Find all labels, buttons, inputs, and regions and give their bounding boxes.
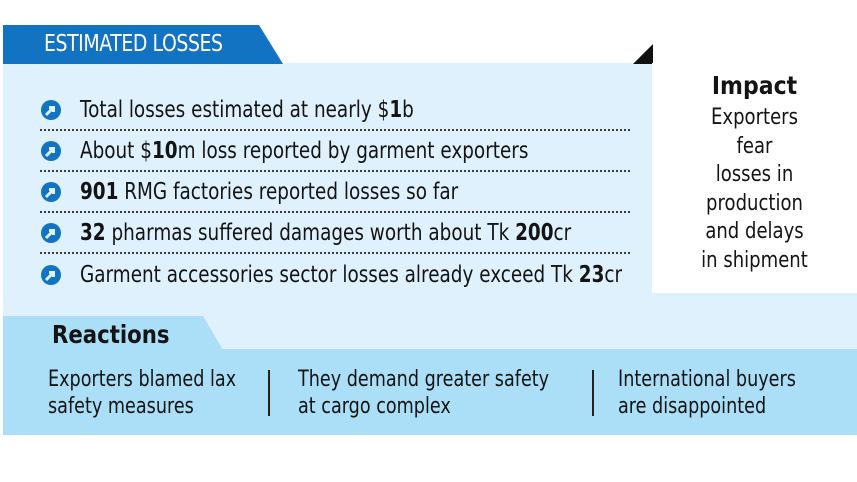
reaction-item: Exporters blamed lax safety measures bbox=[48, 366, 236, 420]
section-header-tab: ESTIMATED LOSSES bbox=[3, 25, 283, 64]
reactions-tab bbox=[3, 316, 223, 350]
impact-line: and delays bbox=[705, 219, 804, 244]
reaction-line: at cargo complex bbox=[298, 394, 451, 419]
circular-arrow-icon bbox=[41, 264, 61, 285]
impact-line: losses in bbox=[715, 162, 794, 187]
losses-list: Total losses estimated at nearly $1b Abo… bbox=[40, 90, 630, 295]
impact-line: in shipment bbox=[701, 247, 808, 273]
reaction-line: are disappointed bbox=[618, 394, 767, 419]
section-title: ESTIMATED LOSSES bbox=[44, 31, 223, 57]
list-item: 901 RMG factories reported losses so far bbox=[40, 172, 630, 213]
circular-arrow-icon bbox=[41, 99, 61, 120]
impact-line: fear bbox=[736, 133, 773, 159]
circular-arrow-icon bbox=[41, 181, 61, 202]
reaction-line: International buyers bbox=[618, 367, 796, 392]
list-item: Garment accessories sector losses alread… bbox=[40, 254, 630, 295]
reaction-divider bbox=[268, 370, 270, 416]
impact-box: Impact Exporters fear losses in producti… bbox=[652, 63, 857, 293]
reaction-line: safety measures bbox=[48, 394, 194, 419]
reaction-divider bbox=[592, 370, 594, 416]
loss-text: 901 RMG factories reported losses so far bbox=[80, 178, 459, 205]
list-item: Total losses estimated at nearly $1b bbox=[40, 90, 630, 131]
loss-text: Garment accessories sector losses alread… bbox=[80, 261, 623, 288]
reaction-line: They demand greater safety bbox=[298, 367, 550, 392]
impact-title: Impact bbox=[711, 71, 798, 100]
reactions-title: Reactions bbox=[52, 320, 170, 349]
loss-text: 32 pharmas suffered damages worth about … bbox=[80, 219, 572, 246]
corner-triangle-decoration bbox=[633, 44, 653, 64]
circular-arrow-icon bbox=[41, 222, 61, 243]
reactions-band bbox=[3, 349, 857, 435]
list-item: 32 pharmas suffered damages worth about … bbox=[40, 213, 630, 254]
loss-text: About $10m loss reported by garment expo… bbox=[80, 137, 529, 164]
loss-text: Total losses estimated at nearly $1b bbox=[80, 96, 414, 123]
impact-line: Exporters bbox=[711, 105, 798, 130]
list-item: About $10m loss reported by garment expo… bbox=[40, 131, 630, 172]
reaction-item: International buyers are disappointed bbox=[618, 366, 796, 420]
impact-text: Exporters fear losses in production and … bbox=[670, 104, 838, 275]
reaction-line: Exporters blamed lax bbox=[48, 367, 237, 392]
reaction-item: They demand greater safety at cargo comp… bbox=[298, 366, 549, 420]
impact-line: production bbox=[706, 190, 803, 216]
circular-arrow-icon bbox=[41, 140, 61, 161]
